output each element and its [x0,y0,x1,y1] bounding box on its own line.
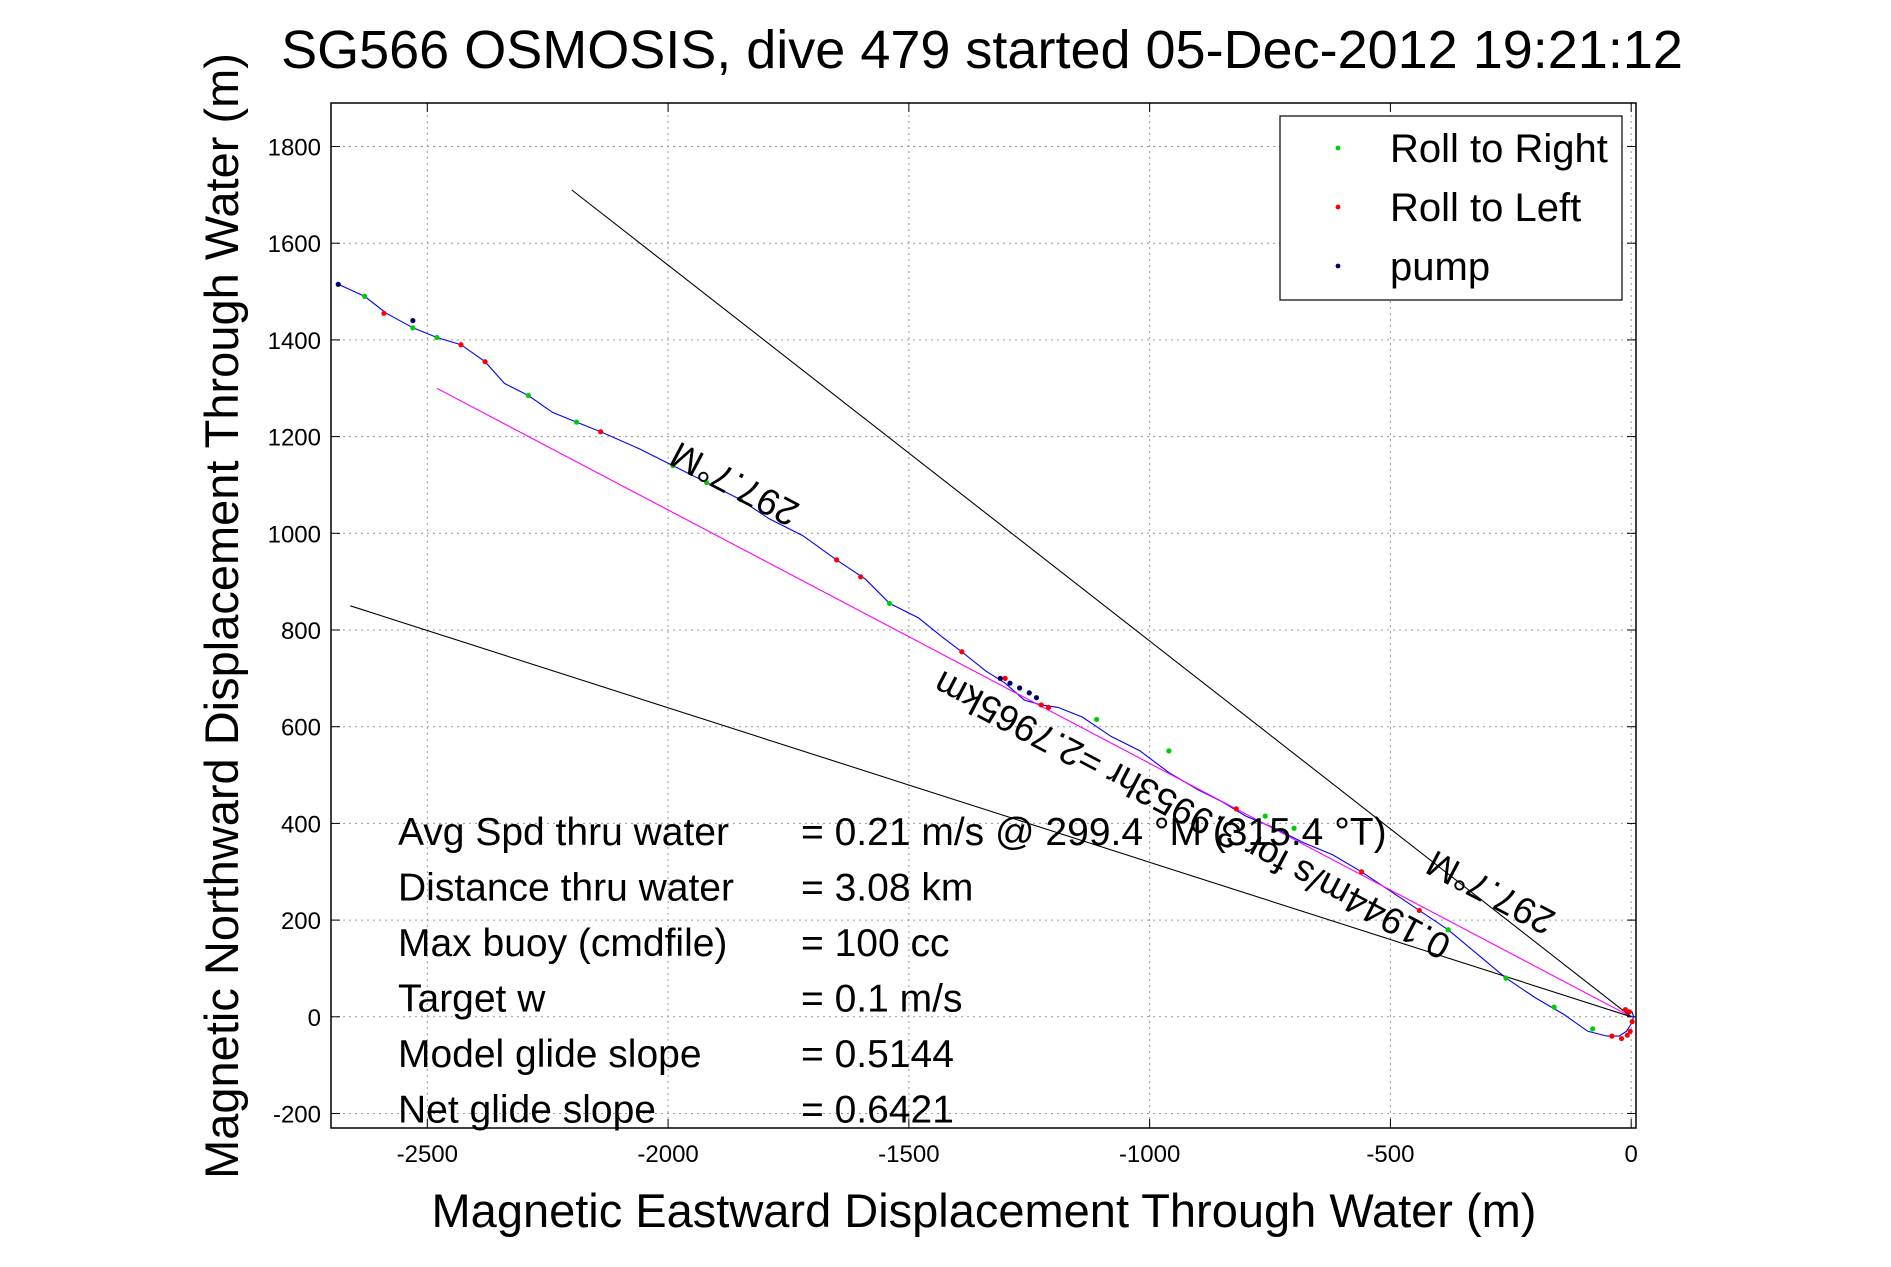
marker-layer [335,281,1635,1042]
stat-value: = 0.5144 [801,1033,954,1076]
marker-roll-to-right [1166,748,1172,754]
y-tick-label: 600 [281,715,321,742]
marker-roll-to-right [737,496,743,503]
x-axis-label: Magnetic Eastward Displacement Through W… [432,1184,1537,1237]
marker-roll-to-left [1233,806,1239,812]
marker-roll-to-right [573,419,580,425]
marker-roll-to-left [1624,1032,1630,1038]
stat-value: = 100 cc [801,922,950,965]
marker-roll-to-right [704,479,710,486]
plot-frame [330,102,1637,1129]
x-tick-label: 0 [1625,1141,1638,1168]
marker-roll-to-right [1262,813,1268,819]
marker-roll-to-right [1445,927,1451,933]
marker-pump [1033,695,1040,701]
legend-label-roll-to-right: Roll to Right [1390,127,1608,171]
y-tick-label: 1200 [268,425,321,452]
stat-label: Target w [398,978,546,1021]
y-axis-label: Magnetic Northward Displacement Through … [195,53,248,1179]
marker-roll-to-left [1609,1033,1615,1039]
marker-pump [1017,685,1023,691]
stat-value: = 0.1 m/s [801,978,962,1021]
y-tick-label: 0 [308,1005,321,1032]
legend-label-pump: pump [1390,245,1490,289]
marker-roll-to-left [1416,907,1422,914]
y-tick-label: -200 [273,1101,321,1128]
marker-roll-to-right [1551,1004,1557,1010]
legend-label-roll-to-left: Roll to Left [1390,186,1581,230]
marker-pump [997,675,1003,681]
marker-pump [410,317,416,324]
marker-roll-to-right [362,293,368,299]
marker-roll-to-left [381,310,387,316]
marker-roll-to-left [458,342,464,348]
marker-roll-to-right [434,334,440,341]
legend-marker-pump [1335,263,1341,269]
stat-value: = 0.6421 [801,1089,954,1132]
cone-line [350,605,1632,1018]
y-tick-label: 800 [281,618,321,645]
marker-roll-to-left [1618,1035,1625,1042]
stat-value: = 0.21 m/s @ 299.4 °M (315.4 °T) [801,811,1387,854]
track-annotations: 297.7°M0.1944m/s for 3.9953hr =2.7965km2… [664,434,1562,968]
dive-stats: Avg Spd thru water = 0.21 m/s @ 299.4 °M … [398,811,1387,1132]
marker-roll-to-right [886,600,893,607]
chart-title: SG566 OSMOSIS, dive 479 started 05-Dec-2… [281,20,1683,80]
marker-roll-to-right [525,392,532,399]
marker-pump [1026,690,1032,696]
legend-marker-roll-to-left [1335,204,1341,210]
marker-roll-to-left [834,557,840,563]
y-tick-label: 200 [281,908,321,935]
cone-line [571,189,1632,1018]
marker-roll-to-right [1590,1026,1596,1032]
marker-roll-to-left [1622,1006,1629,1013]
marker-roll-to-left [1627,1028,1633,1034]
y-tick-label: 1600 [268,231,321,258]
y-tick-label: 1800 [268,135,321,162]
marker-roll-to-left [1045,704,1052,710]
stat-label: Model glide slope [398,1033,702,1076]
marker-pump [1007,680,1013,686]
marker-roll-to-right [410,325,416,331]
marker-roll-to-left [1626,1009,1632,1015]
legend-marker-roll-to-right [1335,145,1341,151]
marker-roll-to-left [598,429,604,435]
stat-label: Distance thru water [398,867,734,910]
marker-roll-to-left [1038,702,1044,708]
marker-roll-to-left [1358,869,1365,875]
marker-roll-to-right [1503,975,1509,981]
legend: Roll to Right Roll to Left pump [1279,115,1623,301]
stat-value: = 3.08 km [801,867,973,910]
x-tick-label: -2000 [637,1141,698,1168]
stat-label: Max buoy (cmdfile) [398,922,727,965]
marker-roll-to-left [959,649,965,655]
x-tick-labels: -2500 -2000 -1500 -1000 -500 0 [397,1141,1638,1168]
x-tick-label: -1000 [1119,1141,1180,1168]
marker-roll-to-right [670,463,676,469]
marker-roll-to-left [858,574,864,580]
marker-pump [335,281,341,287]
y-tick-label: 1400 [268,328,321,355]
x-tick-label: -1500 [878,1141,939,1168]
x-tick-label: -500 [1366,1141,1414,1168]
marker-roll-to-right [1291,825,1297,831]
heading-line [436,387,1632,1018]
marker-roll-to-left [1629,1019,1635,1025]
y-tick-labels: -200 0 200 400 600 800 1000 1200 1400 1600 1800 [268,135,321,1129]
x-tick-label: -2500 [397,1141,458,1168]
marker-roll-to-left [1002,675,1008,681]
marker-roll-to-right [1094,716,1100,723]
marker-roll-to-left [482,359,488,365]
y-tick-label: 1000 [268,521,321,548]
y-tick-label: 400 [281,811,321,838]
stat-label: Avg Spd thru water [398,811,729,854]
stat-label: Net glide slope [398,1089,656,1132]
